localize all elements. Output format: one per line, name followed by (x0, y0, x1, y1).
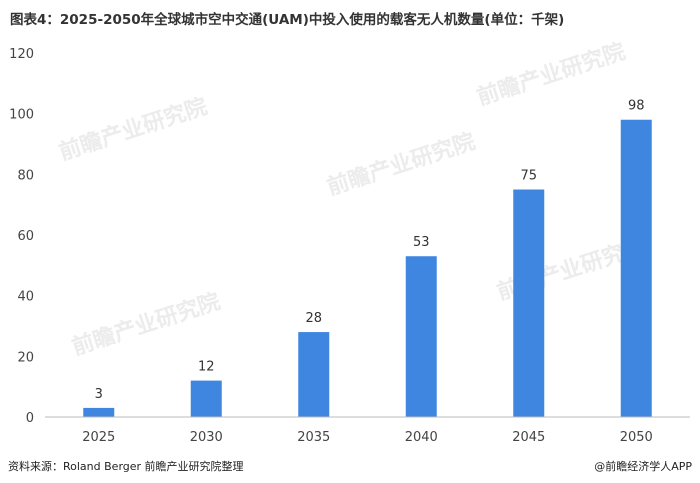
brand-text: @前瞻经济学人APP (594, 460, 692, 473)
data-label: 75 (520, 169, 537, 184)
data-label: 28 (305, 311, 322, 326)
watermark-text: 前瞻产业研究院 (324, 128, 479, 200)
bar (83, 407, 115, 417)
bar (190, 380, 222, 417)
data-label: 12 (198, 360, 215, 375)
bar (620, 119, 652, 417)
bar (298, 332, 330, 417)
data-label: 98 (628, 99, 645, 114)
bar (513, 189, 545, 417)
source-note: 资料来源：Roland Berger 前瞻产业研究院整理 (8, 460, 244, 473)
data-label: 3 (95, 387, 103, 402)
bar (405, 256, 437, 417)
y-axis: 0 20 40 60 80 100 120 (9, 47, 34, 426)
x-tick-label: 2035 (297, 430, 330, 445)
y-tick-label: 100 (9, 108, 34, 123)
brand-credit: @前瞻经济学人APP (594, 458, 692, 474)
y-tick-label: 40 (17, 290, 34, 305)
watermark-text: 前瞻产业研究院 (56, 93, 211, 165)
y-tick-label: 0 (26, 411, 34, 426)
chart-title: 图表4：2025-2050年全球城市空中交通(UAM)中投入使用的载客无人机数量… (10, 12, 565, 28)
watermark-text: 前瞻产业研究院 (69, 288, 224, 360)
x-tick-label: 2025 (82, 430, 115, 445)
y-tick-label: 120 (9, 47, 34, 62)
x-tick-label: 2045 (512, 430, 545, 445)
y-tick-label: 80 (17, 168, 34, 183)
x-tick-label: 2040 (405, 430, 438, 445)
x-tick-label: 2030 (190, 430, 223, 445)
y-tick-label: 60 (17, 229, 34, 244)
x-axis: 2025 2030 2035 2040 2045 2050 (45, 416, 690, 445)
y-tick-label: 20 (17, 350, 34, 365)
x-tick-label: 2050 (620, 430, 653, 445)
watermark-text: 前瞻产业研究院 (474, 38, 629, 110)
bars-group: 3 12 28 53 75 98 (83, 99, 652, 417)
data-label: 53 (413, 235, 430, 250)
